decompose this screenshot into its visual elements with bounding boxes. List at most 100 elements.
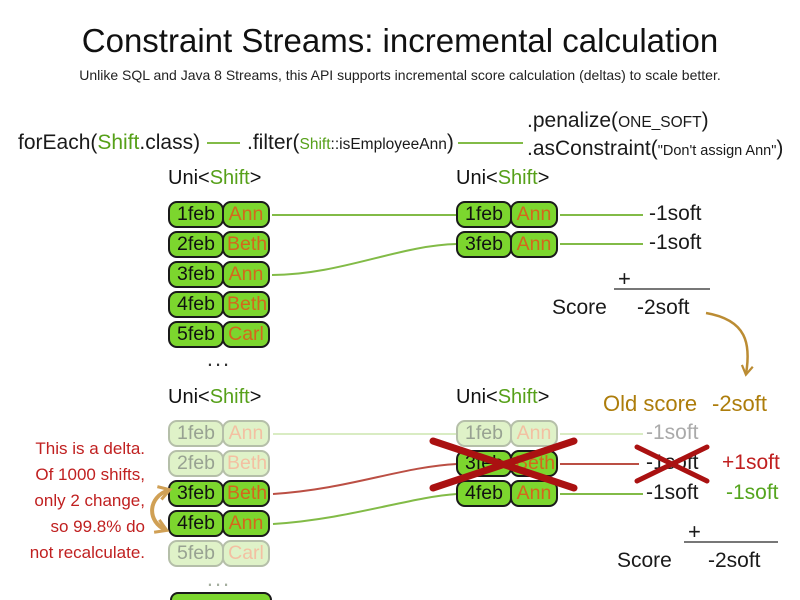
code-asconstraint-post: ) [776, 137, 784, 160]
shift-date-cell: 3feb [168, 261, 224, 288]
uni-header-bottom-left: Uni<Shift> [168, 386, 261, 409]
code-penalize-pre: .penalize( [527, 109, 619, 132]
uni-post: > [537, 386, 550, 408]
old-score-value: -2soft [712, 391, 768, 416]
shift-row: 1feb Ann [456, 201, 558, 228]
code-penalize-arg: ONE_SOFT [618, 114, 702, 131]
shift-row: 3feb Beth [168, 480, 270, 507]
shift-employee-cell: Beth [510, 450, 558, 477]
uni-post: > [537, 167, 550, 189]
bottom-score-label: Score [617, 549, 672, 572]
bottom-match3-label: -1soft [646, 481, 699, 504]
shift-employee-cell: Beth [222, 291, 270, 318]
shift-row: 1feb Ann [168, 420, 270, 447]
shift-row: 4feb Ann [168, 510, 270, 537]
code-asconstraint-pre: .asConstraint( [527, 137, 658, 160]
uni-type: Shift [209, 167, 250, 189]
shift-employee-cell: Ann [510, 201, 558, 228]
shift-row: 3feb Ann [456, 231, 558, 258]
shift-employee-cell: Ann [510, 480, 558, 507]
shift-row: 3feb Ann [168, 261, 270, 288]
shift-employee-cell: Beth [222, 450, 270, 477]
shift-row: 3feb Beth [456, 450, 558, 477]
shift-table-bottom-right: 1feb Ann 3feb Beth 4feb Ann [456, 420, 558, 510]
top-sum-line [614, 288, 710, 290]
code-filter: .filter(Shift::isEmployeeAnn) [247, 131, 454, 155]
bottom-match2-label: -1soft [646, 451, 699, 474]
old-score-label: Old score [603, 391, 698, 416]
top-match2-label: -1soft [649, 231, 702, 254]
shift-row: 5feb Carl [168, 321, 270, 348]
top-sum-plus: + [618, 266, 631, 291]
shift-row: 1feb Ann [168, 201, 270, 228]
shift-employee-cell: Ann [222, 201, 270, 228]
shift-date-cell: 4feb [168, 510, 224, 537]
bottom-sum-line [684, 541, 778, 543]
cutoff-next-row-box [170, 592, 272, 600]
shift-date-cell: 4feb [168, 291, 224, 318]
shift-row: 4feb Beth [168, 291, 270, 318]
bottom-match1-label: -1soft [646, 421, 699, 444]
delta-note-line: so 99.8% do [50, 517, 145, 536]
shift-employee-cell: Ann [222, 510, 270, 537]
code-filter-class: Shift [299, 136, 331, 153]
uni-post: > [249, 386, 262, 408]
shift-employee-cell: Beth [222, 231, 270, 258]
shift-date-cell: 3feb [456, 231, 512, 258]
delta-note: This is a delta. Of 1000 shifts, only 2 … [2, 436, 145, 566]
code-foreach: forEach(Shift.class) [18, 131, 200, 155]
bottom-left-ellipsis: ... [206, 566, 232, 591]
delta-note-line: Of 1000 shifts, [35, 465, 145, 484]
delta-note-line: not recalculate. [29, 543, 145, 562]
shift-date-cell: 4feb [456, 480, 512, 507]
shift-row: 2feb Beth [168, 231, 270, 258]
shift-employee-cell: Carl [222, 321, 270, 348]
shift-employee-cell: Ann [510, 231, 558, 258]
shift-table-bottom-left: 1feb Ann 2feb Beth 3feb Beth 4feb Ann 5feb Carl [168, 420, 270, 570]
delta-note-line: This is a delta. [35, 439, 145, 458]
code-filter-pre: .filter( [247, 131, 300, 154]
code-foreach-post: .class) [139, 131, 201, 154]
code-filter-post: ) [446, 131, 454, 154]
bottom-match3-delta: -1soft [726, 481, 779, 504]
shift-date-cell: 2feb [168, 231, 224, 258]
shift-employee-cell: Carl [222, 540, 270, 567]
shift-date-cell: 1feb [168, 201, 224, 228]
code-foreach-class: Shift [97, 131, 140, 154]
uni-pre: Uni< [168, 167, 210, 189]
bottom-sum-plus: + [688, 519, 701, 544]
bottom-score-value: -2soft [708, 549, 761, 572]
shift-row: 2feb Beth [168, 450, 270, 477]
code-penalize: .penalize(ONE_SOFT) [527, 109, 709, 133]
shift-row: 4feb Ann [456, 480, 558, 507]
top-score-value: -2soft [637, 296, 690, 319]
shift-row: 1feb Ann [456, 420, 558, 447]
uni-header-top-right: Uni<Shift> [456, 167, 549, 190]
shift-employee-cell: Ann [222, 261, 270, 288]
uni-type: Shift [497, 386, 538, 408]
shift-employee-cell: Ann [222, 420, 270, 447]
top-left-ellipsis: ... [206, 346, 232, 371]
bottom-match2-delta: +1soft [722, 451, 780, 474]
page-subtitle: Unlike SQL and Java 8 Streams, this API … [79, 67, 721, 83]
uni-pre: Uni< [168, 386, 210, 408]
shift-row: 5feb Carl [168, 540, 270, 567]
shift-employee-cell: Beth [222, 480, 270, 507]
page-title: Constraint Streams: incremental calculat… [81, 22, 719, 59]
shift-date-cell: 5feb [168, 540, 224, 567]
top-match1-label: -1soft [649, 202, 702, 225]
uni-header-bottom-right: Uni<Shift> [456, 386, 549, 409]
uni-post: > [249, 167, 262, 189]
uni-pre: Uni< [456, 167, 498, 189]
shift-employee-cell: Ann [510, 420, 558, 447]
shift-date-cell: 5feb [168, 321, 224, 348]
shift-date-cell: 1feb [168, 420, 224, 447]
code-foreach-pre: forEach( [18, 131, 98, 154]
shift-date-cell: 1feb [456, 420, 512, 447]
uni-type: Shift [209, 386, 250, 408]
uni-header-top-left: Uni<Shift> [168, 167, 261, 190]
shift-date-cell: 2feb [168, 450, 224, 477]
code-asconstraint-arg: "Don't assign Ann" [657, 143, 777, 159]
delta-note-line: only 2 change, [34, 491, 145, 510]
